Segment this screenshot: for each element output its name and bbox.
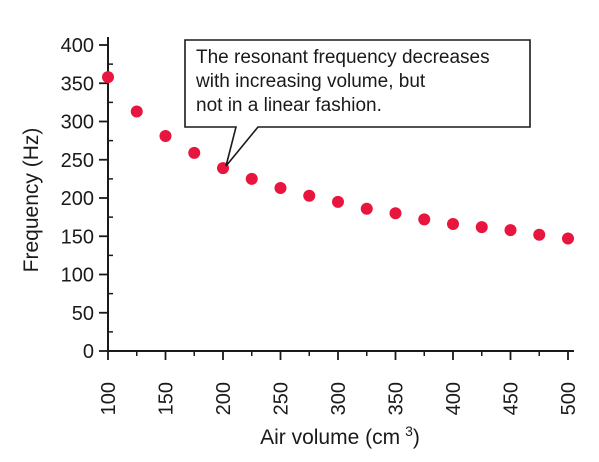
y-tick-label: 200 [61, 188, 94, 210]
y-tick-label: 350 [61, 73, 94, 95]
data-point [332, 195, 344, 208]
x-tick-label: 250 [271, 382, 293, 415]
y-axis-ticks: 0 50 100 150 200 250 300 350 400 [61, 35, 113, 363]
x-tick-label: 350 [386, 382, 408, 415]
data-point [245, 172, 258, 185]
y-axis-title: Frequency (Hz) [20, 128, 43, 273]
data-point [475, 221, 488, 234]
callout-line-2: with increasing volume, but [195, 71, 426, 92]
y-tick-label: 100 [61, 265, 94, 287]
x-tick-label: 500 [558, 382, 580, 415]
y-tick-label: 50 [72, 303, 94, 325]
data-point [562, 232, 574, 245]
data-point [274, 182, 287, 195]
data-point [159, 130, 172, 143]
callout-line-3: not in a linear fashion. [196, 95, 382, 116]
y-tick-label: 150 [61, 226, 94, 248]
y-tick-label: 400 [61, 35, 94, 57]
x-tick-label: 200 [213, 382, 235, 415]
data-point [447, 218, 459, 231]
x-tick-label: 100 [98, 382, 120, 415]
data-point [504, 224, 517, 237]
x-axis-title: Air volume (cm 3) [260, 423, 420, 449]
x-tick-label: 300 [328, 382, 350, 415]
x-tick-label: 400 [443, 382, 465, 415]
annotation-callout: The resonant frequency decreases with in… [184, 39, 531, 167]
data-point [102, 71, 114, 84]
data-points [102, 71, 574, 245]
data-point [303, 189, 316, 202]
data-point [188, 146, 201, 159]
x-axis-ticks: 100 150 200 250 300 350 400 450 500 [98, 351, 580, 415]
data-point [418, 213, 431, 226]
y-tick-label: 300 [61, 112, 94, 134]
x-tick-label: 150 [156, 382, 178, 415]
data-point [360, 202, 373, 215]
callout-box [184, 39, 531, 167]
x-tick-label: 450 [501, 382, 523, 415]
data-point [130, 105, 143, 118]
callout-line-1: The resonant frequency decreases [196, 47, 490, 68]
y-tick-label: 250 [61, 150, 94, 172]
y-tick-label: 0 [83, 341, 94, 363]
data-point [389, 207, 402, 220]
axes [107, 37, 574, 352]
data-point [533, 228, 546, 241]
